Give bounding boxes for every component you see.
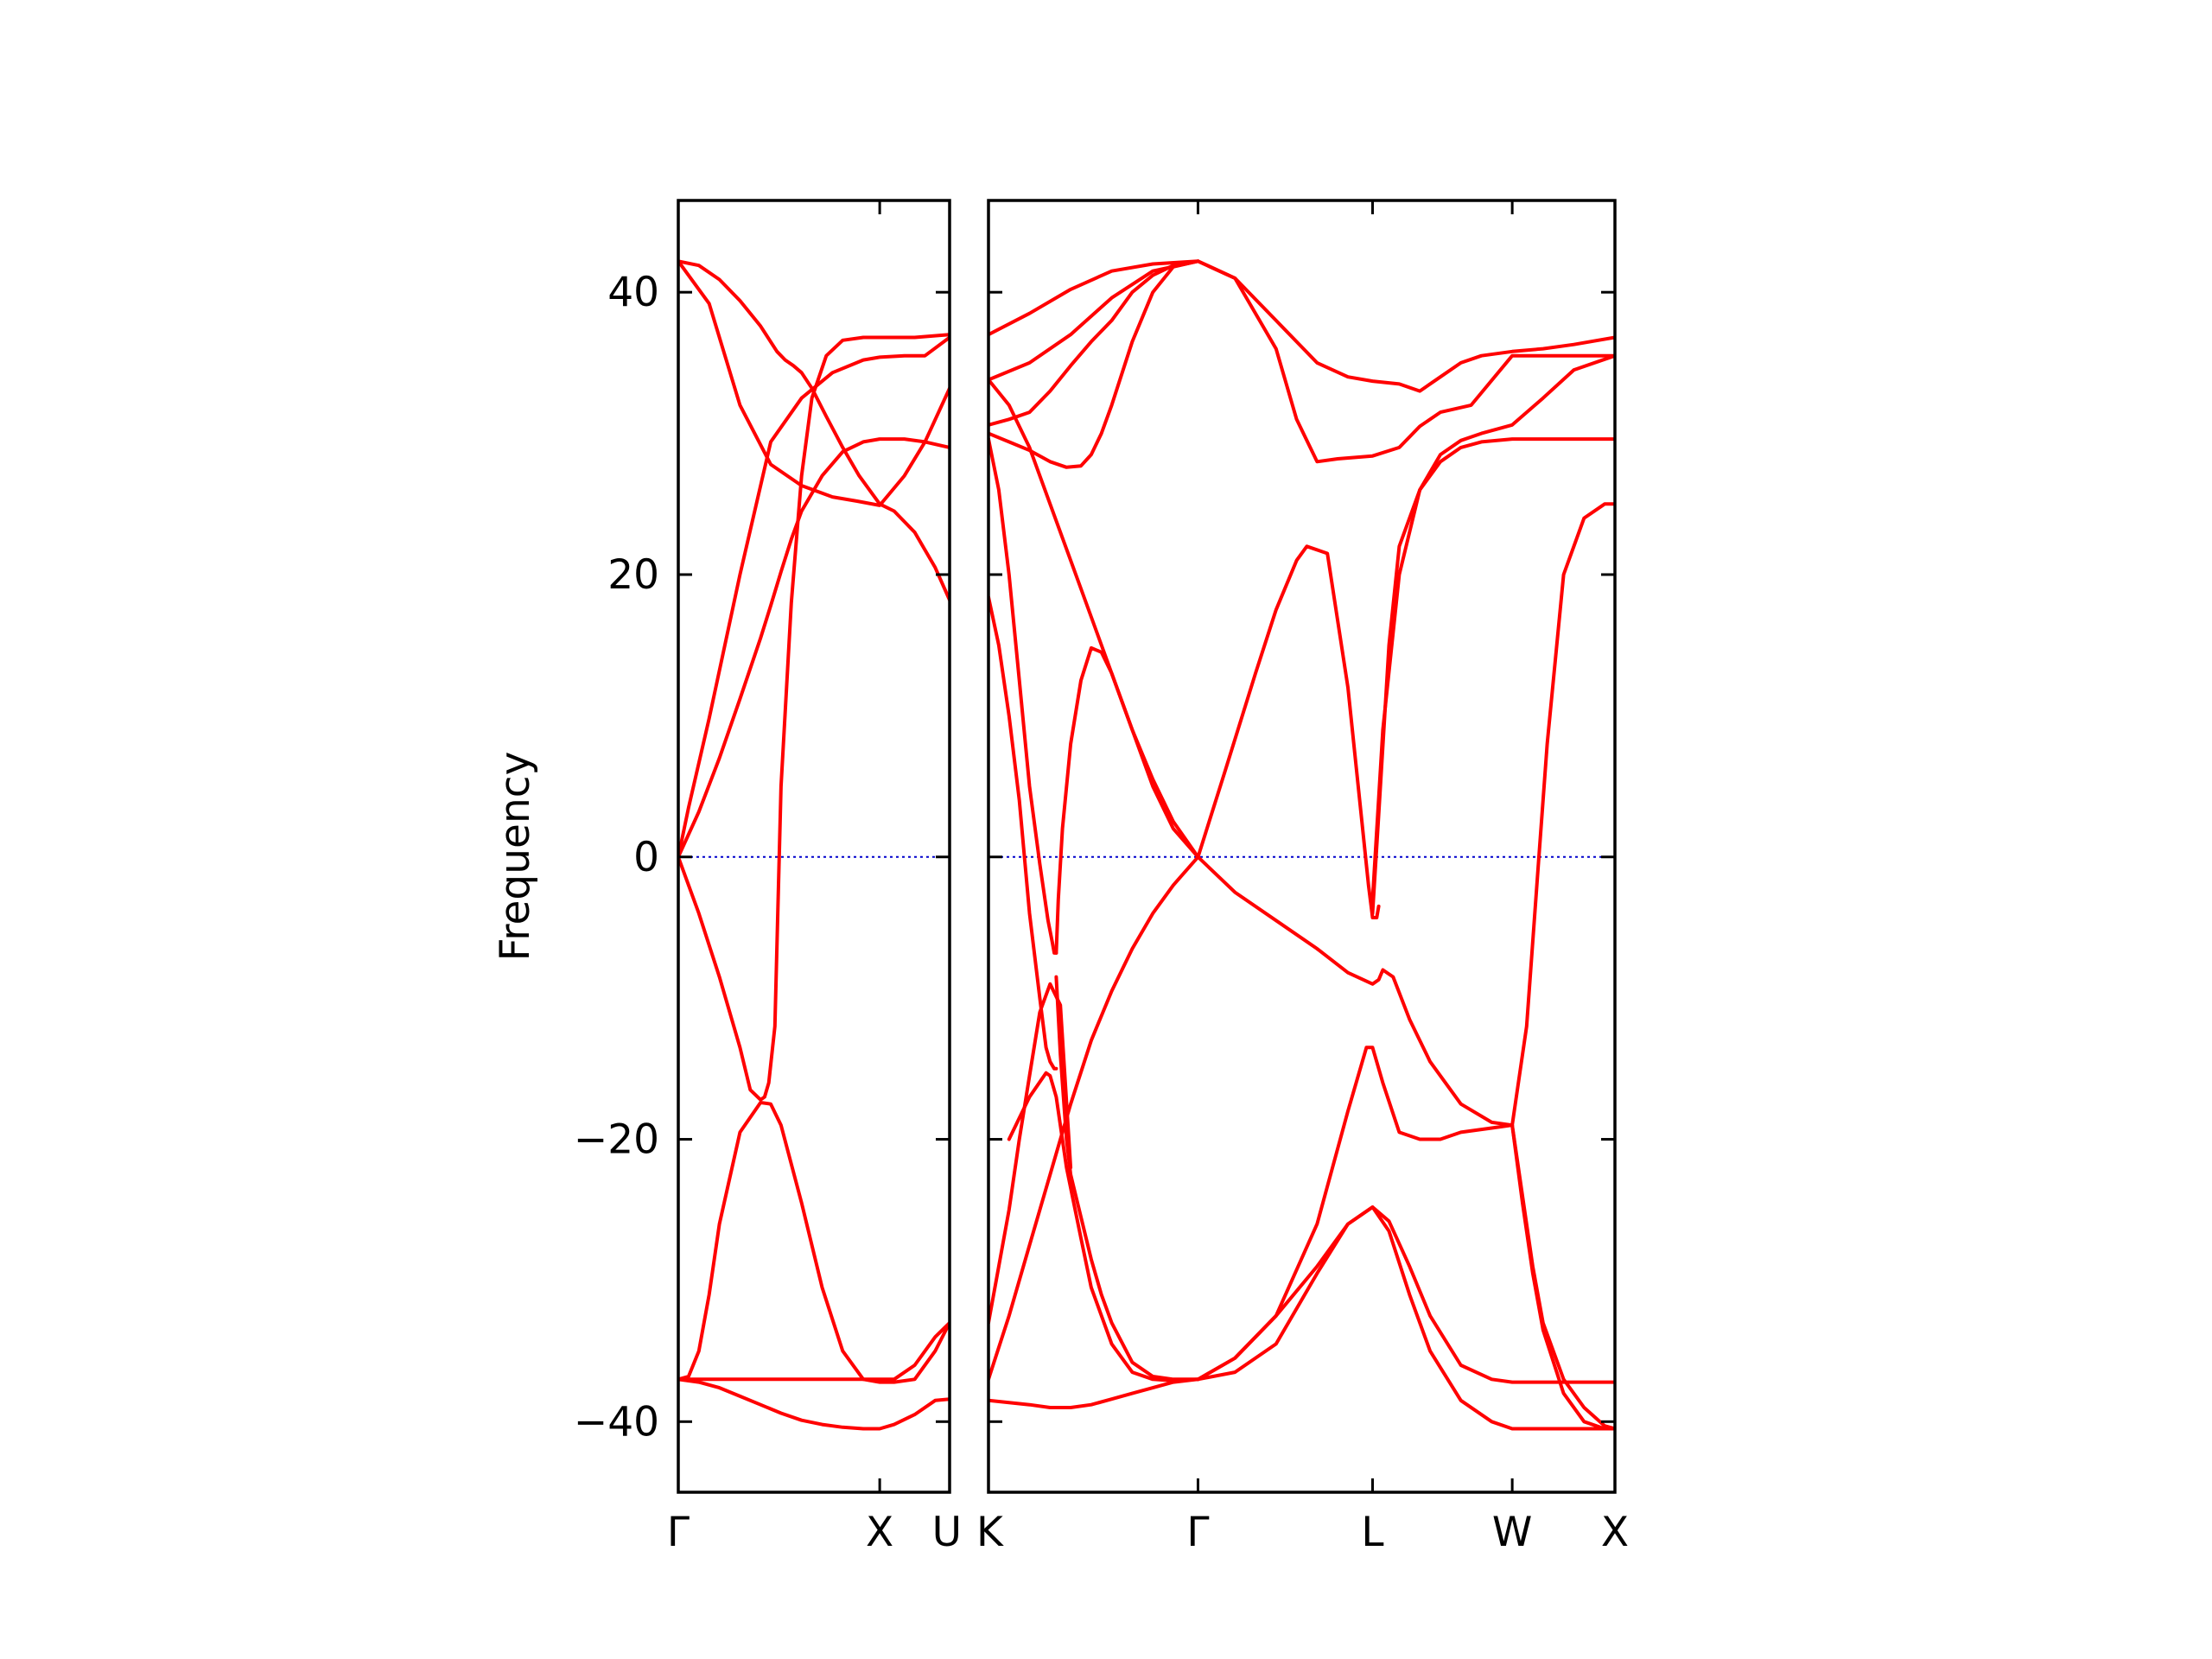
band-line-5	[988, 378, 1200, 859]
band-line-7	[988, 437, 1058, 955]
x-tick-label: Γ	[667, 1509, 690, 1556]
x-tick-label: X	[1601, 1509, 1629, 1556]
band-line-21	[1196, 1205, 1615, 1431]
panel-frame	[677, 199, 951, 1494]
band-line-15	[1196, 544, 1381, 919]
y-axis-label: Frequency	[492, 752, 539, 962]
y-tick-label: 20	[607, 551, 659, 599]
band-line-6	[678, 1101, 950, 1384]
band-line-10	[1007, 1071, 1200, 1382]
band-line-6	[988, 595, 1058, 1071]
x-tick-label: K	[976, 1509, 1004, 1556]
x-tick-label: W	[1492, 1509, 1532, 1556]
band-line-3	[988, 259, 1200, 427]
band-line-5	[678, 333, 950, 1102]
band-line-20	[1196, 1205, 1615, 1384]
x-tick-label: L	[1361, 1509, 1383, 1556]
y-tick-label: −20	[574, 1116, 659, 1164]
band-line-14	[1196, 855, 1515, 1128]
band-line-1	[988, 259, 1615, 393]
panel-frame	[987, 199, 1617, 1494]
band-line-17	[1370, 353, 1615, 901]
band-line-18	[1510, 502, 1615, 1128]
band-line-23	[1510, 1123, 1615, 1431]
x-tick-label: Γ	[1186, 1509, 1209, 1556]
plot-area-left	[678, 259, 950, 1431]
y-tick-label: 40	[607, 269, 659, 316]
y-tick-label: −40	[574, 1398, 659, 1446]
panel-left: −40 −20 0 20 40 Γ X U	[574, 199, 962, 1556]
band-line-8	[1054, 645, 1200, 955]
band-line-8	[678, 1377, 950, 1431]
band-line-1	[678, 259, 950, 602]
x-tick-label: X	[866, 1509, 893, 1556]
x-tick-label: U	[932, 1509, 962, 1556]
band-line-7	[678, 1320, 950, 1382]
y-tick-label: 0	[633, 834, 659, 881]
band-line-13	[988, 1377, 1200, 1409]
band-line-19	[1196, 1046, 1515, 1382]
band-line-2	[678, 259, 950, 507]
band-line-2	[988, 259, 1615, 464]
band-line-11	[988, 855, 1200, 1382]
band-line-12	[988, 982, 1073, 1325]
